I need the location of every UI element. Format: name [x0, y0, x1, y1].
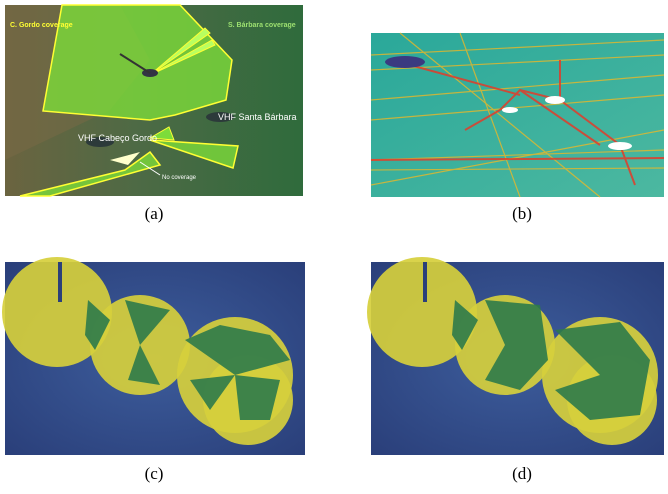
- annotation: S. Bárbara coverage: [228, 22, 296, 29]
- panel-b: [371, 33, 664, 197]
- caption: (d): [512, 464, 532, 483]
- panel-a: C. Gordo coverage S. Bárbara coverage VH…: [5, 5, 303, 196]
- annotation: VHF Santa Bárbara: [218, 112, 297, 122]
- annotation: No coverage: [162, 175, 197, 181]
- panel-d: [367, 257, 664, 455]
- annotation: VHF Cabeço Gordo: [78, 133, 157, 143]
- caption: (b): [512, 204, 532, 223]
- panel-c: [2, 257, 305, 455]
- figure: C. Gordo coverage S. Bárbara coverage VH…: [0, 0, 668, 489]
- caption: (c): [145, 464, 164, 483]
- annotation: C. Gordo coverage: [10, 22, 73, 29]
- caption: (a): [145, 204, 164, 223]
